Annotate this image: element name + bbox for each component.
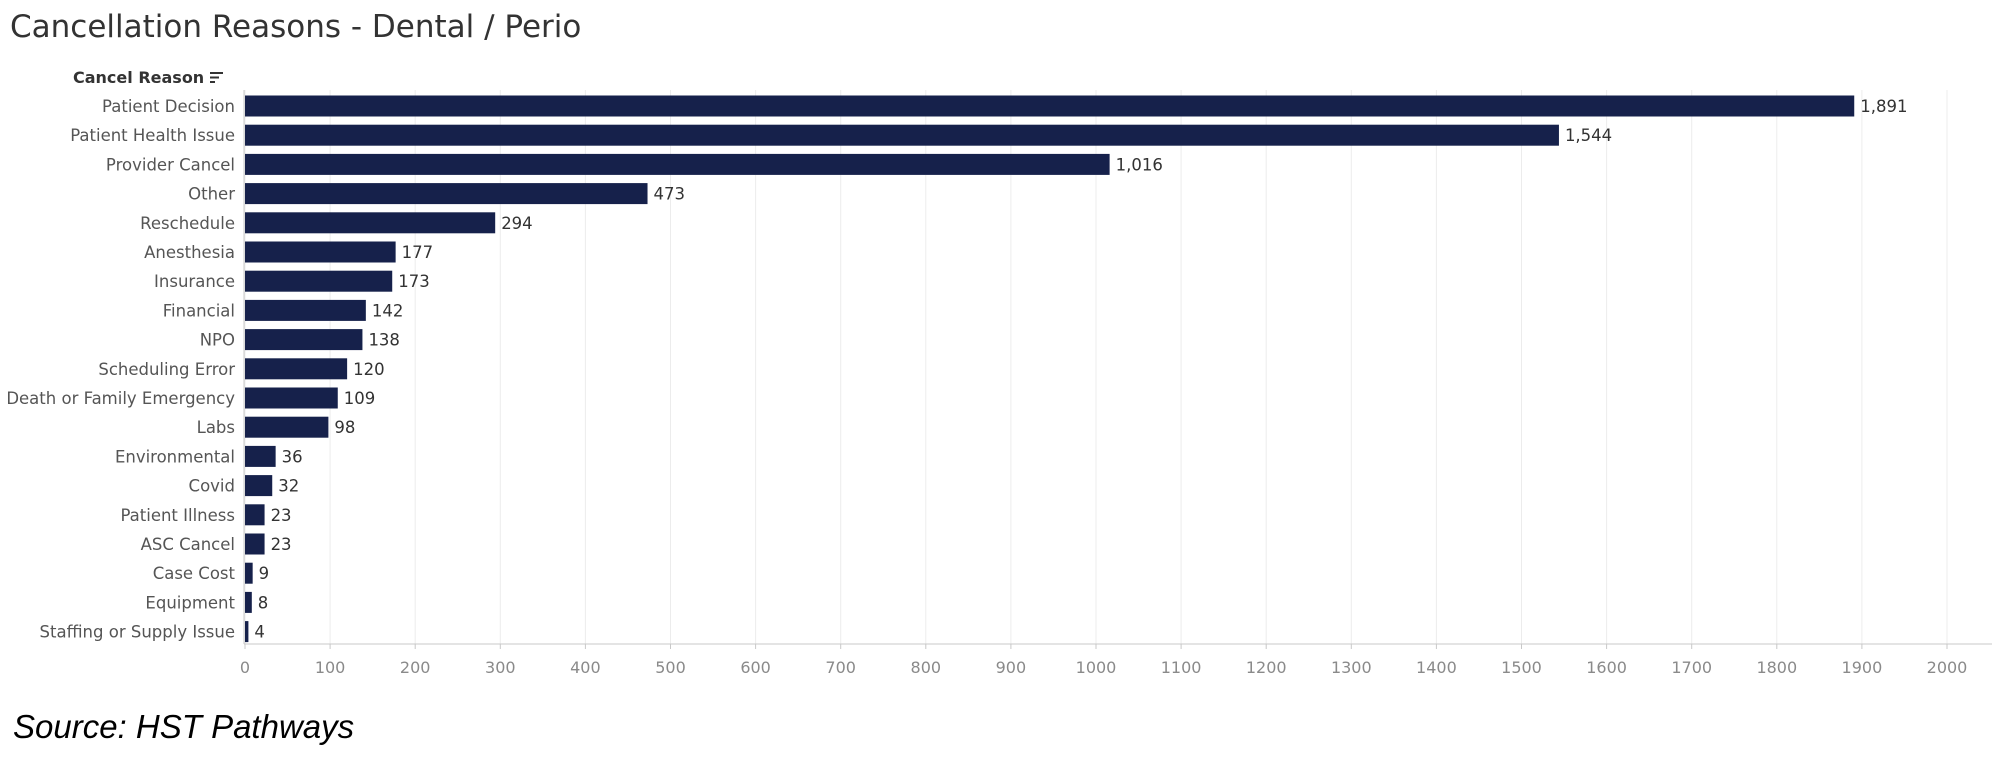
bar-death-or-family-emergency[interactable] (245, 387, 338, 409)
bar-equipment[interactable] (245, 591, 252, 613)
category-label: Death or Family Emergency (6, 389, 235, 408)
value-label: 23 (271, 535, 292, 554)
bar-financial[interactable] (245, 299, 366, 321)
cancel-reason-header[interactable]: Cancel Reason (73, 67, 224, 88)
bar-other[interactable] (245, 183, 648, 205)
value-label: 138 (368, 331, 400, 350)
category-label: Financial (163, 301, 235, 320)
category-label: Scheduling Error (98, 360, 235, 379)
bar-patient-health-issue[interactable] (245, 124, 1559, 146)
x-tick-label: 1400 (1416, 658, 1457, 677)
x-tick-label: 600 (740, 658, 771, 677)
category-label: Insurance (154, 272, 235, 291)
category-label: Provider Cancel (106, 155, 235, 174)
x-axis: 0 100 200 300 400 500 600 700 800 900 1000 1100 1200… (240, 90, 1992, 677)
x-tick-label: 1100 (1161, 658, 1202, 677)
x-tick-label: 300 (485, 658, 516, 677)
value-label: 4 (254, 623, 264, 642)
x-tick-label: 1700 (1671, 658, 1712, 677)
value-label: 142 (372, 301, 404, 320)
x-tick-label: 2000 (1927, 658, 1968, 677)
category-label: Case Cost (153, 564, 236, 583)
x-tick-label: 700 (825, 658, 856, 677)
bar-reschedule[interactable] (245, 212, 496, 234)
gridlines (244, 90, 1948, 644)
category-label: Equipment (145, 593, 235, 612)
x-tick-label: 0 (240, 658, 250, 677)
value-label: 32 (278, 477, 299, 496)
value-label: 294 (501, 214, 532, 233)
bar-scheduling-error[interactable] (245, 358, 348, 380)
sort-descending-icon[interactable] (210, 69, 224, 88)
bar-npo[interactable] (245, 329, 363, 351)
chart-title: Cancellation Reasons - Dental / Perio (10, 9, 582, 45)
category-label: Environmental (115, 447, 235, 466)
bar-provider-cancel[interactable] (245, 153, 1110, 175)
x-tick-label: 200 (400, 658, 431, 677)
bar-chart: Patient Decision 1,891 Patient Health Issu… (6, 90, 1992, 677)
value-label: 120 (353, 360, 385, 379)
bar-case-cost[interactable] (245, 562, 253, 584)
bar-covid[interactable] (245, 475, 273, 497)
x-tick-label: 900 (996, 658, 1027, 677)
value-label: 177 (402, 243, 434, 262)
value-label: 9 (259, 564, 270, 583)
bar-staffing-or-supply-issue[interactable] (245, 621, 249, 643)
x-tick-label: 800 (911, 658, 942, 677)
x-tick-label: 1900 (1842, 658, 1883, 677)
category-label: Reschedule (140, 214, 235, 233)
value-label: 1,544 (1565, 126, 1612, 145)
category-label: ASC Cancel (141, 535, 235, 554)
value-label: 109 (344, 389, 376, 408)
category-label: Covid (189, 477, 235, 496)
x-tick-label: 1200 (1246, 658, 1287, 677)
value-label: 1,891 (1860, 97, 1907, 116)
bar-anesthesia[interactable] (245, 241, 396, 263)
value-label: 173 (398, 272, 430, 291)
value-label: 36 (282, 447, 303, 466)
value-label: 23 (271, 506, 292, 525)
category-label: Patient Health Issue (70, 126, 235, 145)
x-tick-label: 1800 (1756, 658, 1797, 677)
value-label: 1,016 (1116, 155, 1163, 174)
value-label: 98 (334, 418, 355, 437)
x-tick-label: 1500 (1501, 658, 1542, 677)
bar-patient-decision[interactable] (245, 95, 1855, 117)
category-label: Anesthesia (144, 243, 235, 262)
x-tick-label: 1600 (1586, 658, 1627, 677)
value-label: 8 (258, 593, 269, 612)
x-tick-label: 100 (315, 658, 346, 677)
category-label: Patient Illness (120, 506, 235, 525)
bars: Patient Decision 1,891 Patient Health Issu… (6, 95, 1907, 643)
cancel-reason-header-label: Cancel Reason (73, 68, 205, 87)
bar-asc-cancel[interactable] (245, 533, 265, 555)
category-label: Other (188, 185, 235, 204)
source-note: Source: HST Pathways (13, 708, 355, 745)
bar-insurance[interactable] (245, 270, 393, 292)
x-tick-label: 1300 (1331, 658, 1372, 677)
category-label: Patient Decision (102, 97, 235, 116)
bar-environmental[interactable] (245, 445, 276, 467)
category-label: NPO (200, 331, 235, 350)
category-label: Labs (197, 418, 235, 437)
x-tick-label: 400 (570, 658, 601, 677)
value-label: 473 (654, 185, 686, 204)
bar-labs[interactable] (245, 416, 329, 438)
x-tick-label: 500 (655, 658, 686, 677)
bar-patient-illness[interactable] (245, 504, 265, 526)
x-tick-label: 1000 (1076, 658, 1117, 677)
category-label: Staffing or Supply Issue (40, 623, 235, 642)
